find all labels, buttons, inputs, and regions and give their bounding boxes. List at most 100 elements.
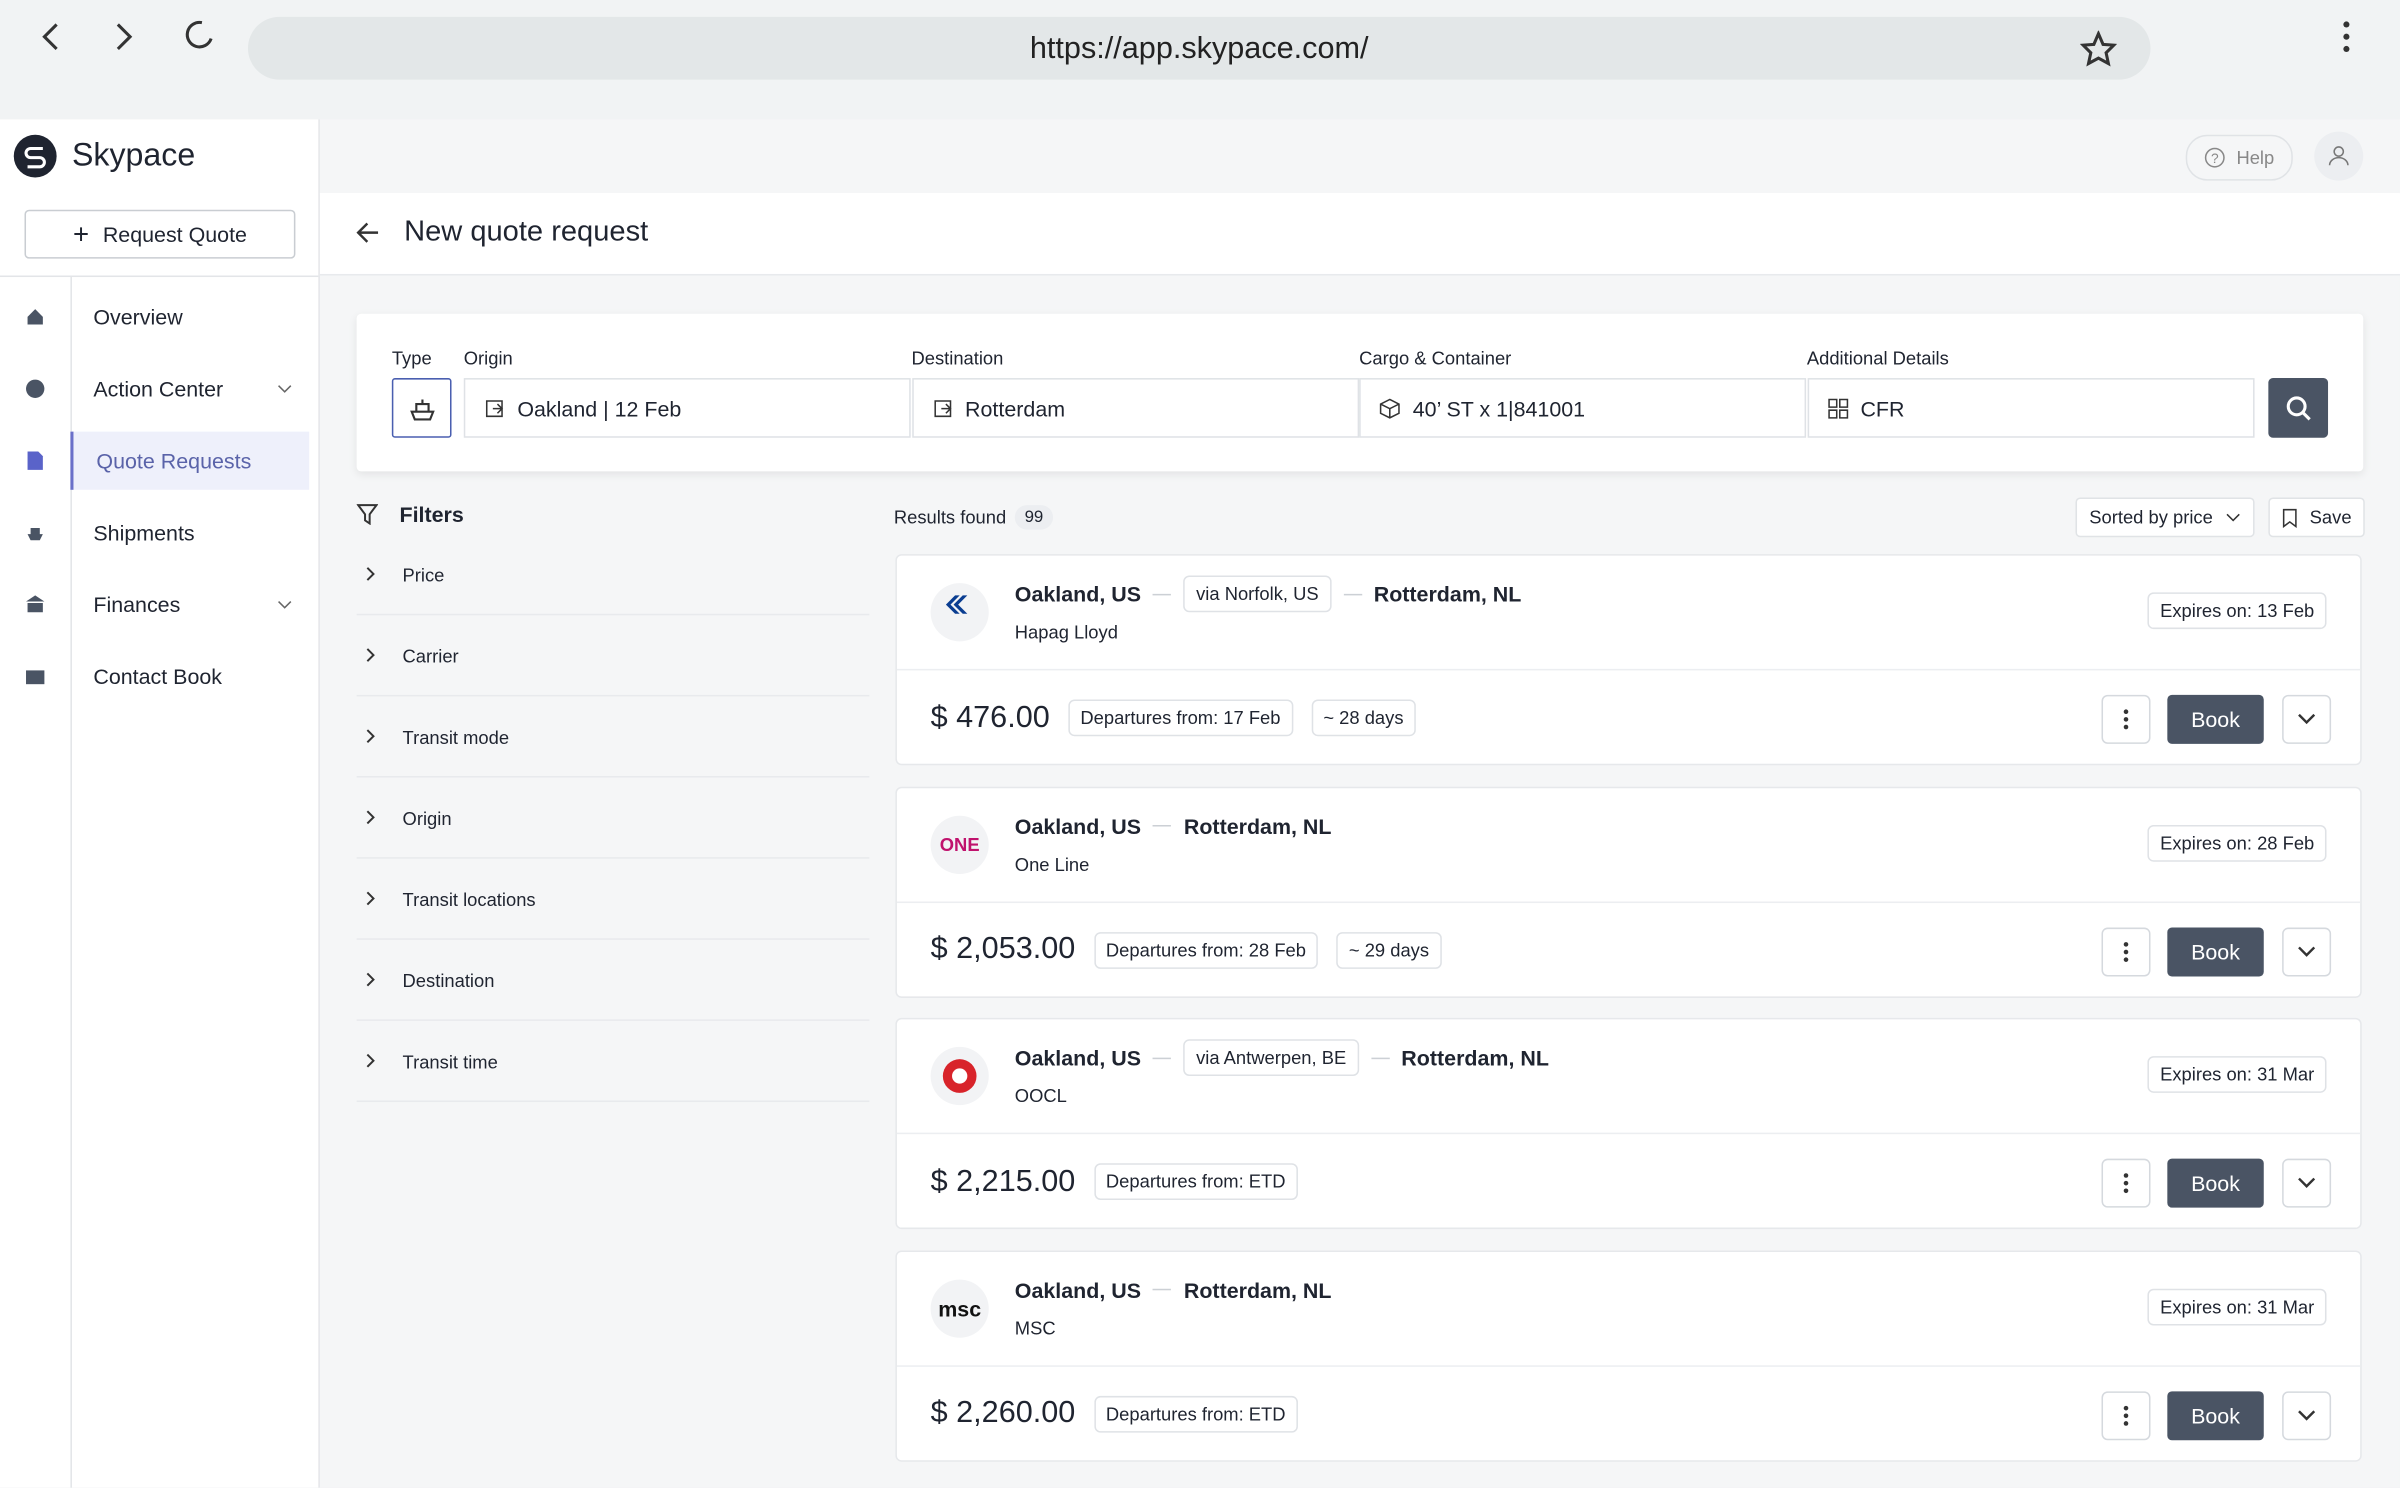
quote-card[interactable]: ONE Oakland, US Rotterdam, NL One Line Expir… [895,785,2362,998]
filter-item[interactable]: Price [356,559,870,616]
field-input[interactable]: 40’ ST x 1|841001 [1359,378,1807,438]
nav-item[interactable]: Quote Requests [70,431,310,490]
results-badge: 99 [1015,505,1053,530]
expand-button[interactable] [2282,1158,2332,1208]
search-button[interactable] [2268,378,2329,438]
menu-icon[interactable] [2339,18,2354,55]
more-button[interactable] [2101,926,2151,976]
transit: ~ 29 days [1336,931,1442,969]
type-selector[interactable] [391,378,452,438]
field-icon [484,398,505,419]
nav-item[interactable]: Contact Book [70,647,306,705]
filter-label: Carrier [402,645,459,668]
via: via Antwerpen, BE [1183,1039,1359,1077]
url: https://app.skypace.com/ [1029,32,1369,66]
filter-item[interactable]: Transit locations [356,883,870,940]
request-quote-button[interactable]: + Request Quote [24,209,296,259]
field-input[interactable]: Oakland | 12 Feb [463,378,911,438]
price-row: $ 2,053.00 Departures from: 28 Feb ~ 29 da… [930,931,1442,969]
search-card: Type Origin Oakland | 12 Feb Destination Ro… [356,313,2364,472]
dots-icon [2123,709,2129,730]
filter-item[interactable]: Carrier [356,640,870,697]
origin: Oakland, US [1014,1045,1142,1070]
nav-label: Finances [93,592,181,617]
sep [1370,1056,1390,1059]
more-button[interactable] [2101,1158,2151,1208]
help-label: Help [2236,146,2275,169]
more-button[interactable] [2101,1390,2151,1440]
nav-label: Overview [93,304,183,330]
departures: Departures from: ETD [1093,1163,1298,1200]
chevron-svg [278,385,292,393]
filter-label: Transit time [402,1051,498,1073]
origin: Oakland, US [1014,581,1142,607]
nav-icon [24,594,45,615]
dots-icon [2123,941,2129,962]
nav-label: Quote Requests [96,448,252,473]
price: $ 2,053.00 [930,932,1076,966]
departures: Departures from: 28 Feb [1093,931,1319,969]
help-button[interactable]: ? Help [2185,134,2293,181]
divider [70,275,72,1488]
quote-card[interactable]: Oakland, US via Antwerpen, BE Rotterdam, N… [895,1017,2362,1230]
field-icon [931,398,952,419]
nav-icon [24,378,45,399]
filter-item[interactable]: Origin [356,802,870,859]
field-input[interactable]: Rotterdam [911,378,1359,438]
chevron [277,600,292,609]
chevron [366,810,375,825]
nav-icon [24,306,45,327]
nav-item[interactable]: Action Center [70,360,306,418]
book-button[interactable]: Book [2167,1158,2264,1208]
chevron [2298,713,2316,725]
brand-logo [13,134,57,178]
chevron-svg [366,1053,375,1068]
quote-card[interactable]: msc Oakland, US Rotterdam, NL MSC Expires on… [895,1249,2362,1461]
nav-buttons[interactable] [31,15,230,58]
nav-item[interactable]: Overview [70,288,306,346]
chevron [366,566,375,581]
expand-button[interactable] [2282,926,2332,976]
book-button[interactable]: Book [2167,1390,2264,1440]
book-button[interactable]: Book [2167,926,2264,976]
star-icon[interactable] [2080,30,2117,68]
avatar[interactable] [2314,131,2364,181]
departures: Departures from: 17 Feb [1068,699,1293,737]
filter-item[interactable]: Transit time [356,1045,870,1103]
field-input[interactable]: CFR [1806,378,2254,438]
chevron [2298,945,2316,957]
more-button[interactable] [2101,694,2151,744]
ship-icon [409,398,434,420]
book-button[interactable]: Book [2167,694,2264,744]
url-bar[interactable]: https://app.skypace.com/ [247,16,2151,80]
brand-name: Skypace [71,137,196,173]
expand-button[interactable] [2282,694,2332,744]
back-arrow[interactable] [355,220,379,244]
card-divider [896,900,2361,903]
origin: Oakland, US [1014,1277,1142,1302]
quote-card[interactable]: Oakland, US via Norfolk, US Rotterdam, NL H… [895,554,2362,766]
destination: Rotterdam, NL [1373,581,1522,607]
sort-button[interactable]: Sorted by price [2075,497,2255,538]
page-title: New quote request [404,215,649,248]
via: via Norfolk, US [1183,575,1331,613]
filters-title: Filters [399,502,464,527]
nav-icon-svg [26,379,45,398]
nav-item[interactable]: Shipments [70,504,306,562]
divider [0,275,319,278]
chevron-svg [366,729,375,744]
chevron [2298,1409,2316,1420]
chevron [277,384,292,393]
filter-icon [356,504,379,525]
card-divider [896,1364,2361,1367]
nav-item[interactable]: Finances [70,576,306,634]
departures: Departures from: ETD [1093,1395,1298,1432]
nav-label: Contact Book [93,664,223,689]
save-button[interactable]: Save [2268,497,2366,538]
filter-item[interactable]: Destination [356,964,870,1021]
main: ? Help New quote request Type Origin Oakla… [319,119,2400,1488]
expand-button[interactable] [2282,1390,2332,1440]
filter-item[interactable]: Transit mode [356,721,870,778]
field-icon-svg [1379,398,1400,419]
